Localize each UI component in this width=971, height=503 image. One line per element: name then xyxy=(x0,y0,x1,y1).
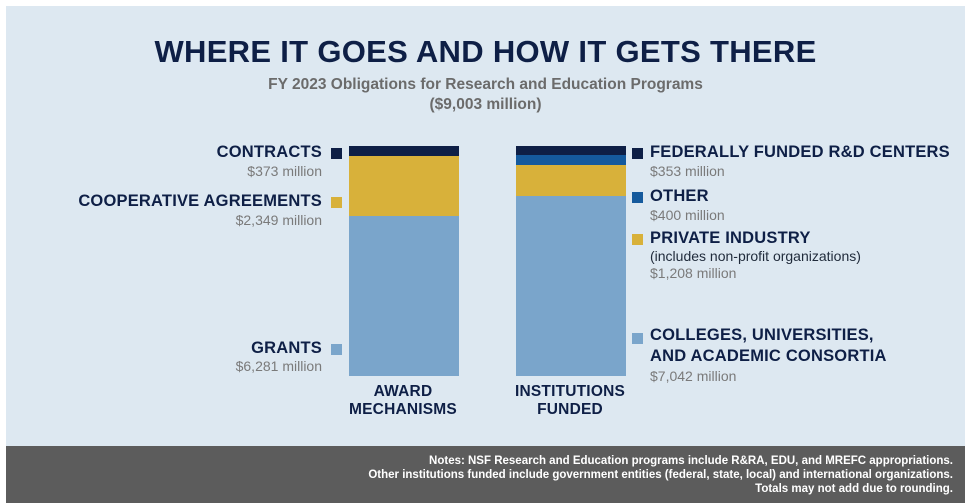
value-other: $400 million xyxy=(650,207,725,223)
label-contracts: CONTRACTS xyxy=(216,143,322,161)
label-private-industry: PRIVATE INDUSTRY xyxy=(650,229,811,247)
value-private-industry: $1,208 million xyxy=(650,265,737,281)
chart-subtitle-total: ($9,003 million) xyxy=(429,96,542,113)
swatch-grants xyxy=(331,344,342,355)
note-line-3: Totals may not add due to rounding. xyxy=(755,483,953,495)
axis-label-award-line1: AWARD xyxy=(373,383,433,400)
note-line-2: Other institutions funded include govern… xyxy=(368,469,953,481)
chart-panel xyxy=(6,6,965,446)
axis-label-inst-line2: FUNDED xyxy=(537,401,603,418)
axis-label-award-line2: MECHANISMS xyxy=(349,401,457,418)
bar-segment-private-industry xyxy=(516,165,626,197)
label-colleges-line1: COLLEGES, UNIVERSITIES, xyxy=(650,326,874,344)
axis-label-award-mechanisms: AWARD MECHANISMS xyxy=(323,383,483,419)
swatch-other xyxy=(632,192,643,203)
swatch-colleges xyxy=(632,333,643,344)
value-colleges: $7,042 million xyxy=(650,368,737,384)
bar-segment-colleges-universities-and-academic-consortia xyxy=(516,196,626,376)
label-ffrdc: FEDERALLY FUNDED R&D CENTERS xyxy=(650,143,950,161)
swatch-ffrdc xyxy=(632,148,643,159)
axis-label-inst-line1: INSTITUTIONS xyxy=(514,383,626,400)
bar-segment-federally-funded-r-d-centers xyxy=(516,146,626,156)
chart-title: WHERE IT GOES AND HOW IT GETS THERE xyxy=(154,34,817,69)
value-cooperative-agreements: $2,349 million xyxy=(235,212,322,228)
bar-segment-other xyxy=(516,155,626,166)
label-cooperative-agreements: COOPERATIVE AGREEMENTS xyxy=(78,192,322,210)
note-line-1: Notes: NSF Research and Education progra… xyxy=(429,455,953,467)
label-colleges-line2: AND ACADEMIC CONSORTIA xyxy=(650,347,887,365)
axis-label-institutions-funded: INSTITUTIONS FUNDED xyxy=(490,383,650,419)
chart-subtitle: FY 2023 Obligations for Research and Edu… xyxy=(268,76,703,93)
label-other: OTHER xyxy=(650,187,709,205)
value-grants: $6,281 million xyxy=(235,358,322,374)
swatch-private-industry xyxy=(632,234,643,245)
note-private-industry: (includes non-profit organizations) xyxy=(650,248,861,264)
bar-segment-cooperative-agreements xyxy=(349,155,459,216)
value-ffrdc: $353 million xyxy=(650,163,725,179)
notes-footer xyxy=(6,446,965,503)
bar-segment-grants xyxy=(349,215,459,376)
swatch-contracts xyxy=(331,148,342,159)
label-grants: GRANTS xyxy=(251,339,322,357)
value-contracts: $373 million xyxy=(247,163,322,179)
swatch-cooperative-agreements xyxy=(331,197,342,208)
bar-segment-contracts xyxy=(349,146,459,156)
